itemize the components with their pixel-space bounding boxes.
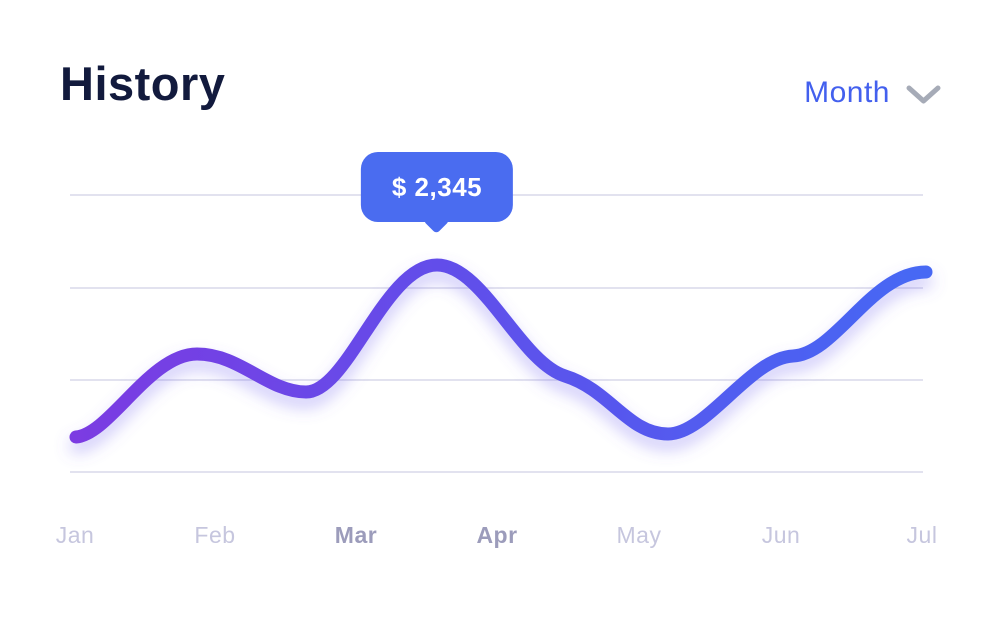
period-selector-dropdown[interactable]: Month [804,76,942,110]
chevron-down-icon [906,85,941,104]
period-selector-value: Month [804,76,890,109]
horizontal-gridlines [70,194,923,473]
x-label-jul: Jul [906,522,938,548]
x-label-jun: Jun [761,522,801,548]
page-title: History [60,57,226,110]
history-line-series [69,258,933,444]
value-tooltip: $ 2,345 [360,152,514,222]
x-label-apr: Apr [476,522,518,548]
x-label-may: May [616,522,662,548]
x-label-feb: Feb [194,522,236,548]
x-label-mar: Mar [334,522,378,548]
tooltip-value: $ 2,345 [391,172,483,202]
x-label-jan: Jan [55,522,95,548]
x-axis: Jan Feb Mar Apr May Jun Jul [0,522,1000,552]
